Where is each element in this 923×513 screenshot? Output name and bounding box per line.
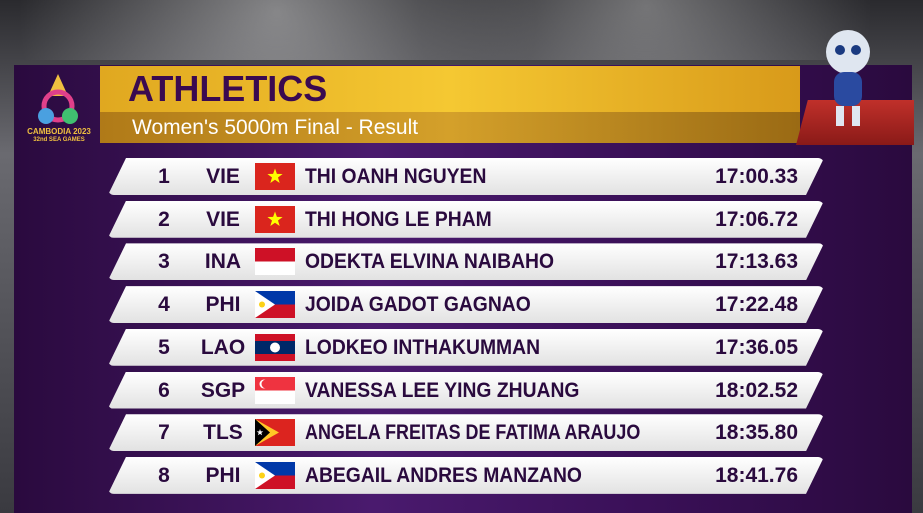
result-row: 8 PHI ABEGAIL ANDRES MANZANO 18:41.76 [108,457,824,494]
country-code: PHI [205,463,241,487]
stadium-lights [0,0,923,60]
rank: 6 [158,378,170,402]
athlete-name: ANGELA FREITAS DE FATIMA ARAUJO [305,421,641,445]
logo-line: CAMBODIA 2023 [27,127,91,136]
flag [255,462,295,489]
rank: 3 [158,250,170,274]
result-row: 5 LAO LODKEO INTHAKUMMAN 17:36.05 [108,329,824,366]
subtitle-bar [100,112,800,143]
result-row: 4 PHI JOIDA GADOT GAGNAO 17:22.48 [108,286,824,323]
athlete-name: VANESSA LEE YING ZHUANG [305,378,580,402]
flag [255,334,295,361]
athlete-name: ABEGAIL ANDRES MANZANO [305,463,582,487]
result-row: 1 VIE THI OANH NGUYEN 17:00.33 [108,158,824,195]
result-row: 3 INA ODEKTA ELVINA NAIBAHO 17:13.63 [108,243,824,280]
flag [255,377,295,404]
result-time: 17:13.63 [715,250,798,274]
rank: 5 [158,335,170,359]
rank: 2 [158,207,170,231]
country-code: VIE [206,165,240,188]
country-code: PHI [205,293,241,317]
rank: 8 [158,463,170,487]
flag [255,419,295,446]
subtitle: Women's 5000m Final - Result [132,116,419,139]
country-code: LAO [200,335,246,359]
country-code: TLS [203,421,243,445]
result-time: 18:41.76 [715,463,798,487]
logo-line: 32nd SEA GAMES [33,137,85,143]
result-time: 17:06.72 [715,207,798,231]
result-time: 17:00.33 [715,165,798,188]
logo-text: CAMBODIA 2023 32nd SEA GAMES [18,127,100,145]
rank: 7 [158,421,170,445]
rank: 4 [158,293,170,317]
athlete-name: LODKEO INTHAKUMMAN [305,335,541,359]
country-code: SGP [200,378,246,402]
athlete-name: THI OANH NGUYEN [305,165,487,188]
mascot [826,30,870,126]
result-time: 18:02.52 [715,378,798,402]
flag [255,206,295,233]
athlete-name: THI HONG LE PHAM [305,207,492,231]
rank: 1 [158,165,170,188]
country-code: INA [204,250,242,274]
title-bar [100,66,800,112]
flag [255,248,295,275]
result-row: 7 TLS ANGELA FREITAS DE FATIMA ARAUJO 18:35… [108,414,824,451]
flag [255,163,295,190]
athlete-name: JOIDA GADOT GAGNAO [305,293,531,317]
flag [255,291,295,318]
result-row: 6 SGP VANESSA LEE YING ZHUANG 18:02.52 [108,372,824,409]
result-row: 2 VIE THI HONG LE PHAM 17:06.72 [108,201,824,238]
athlete-name: ODEKTA ELVINA NAIBAHO [305,250,555,274]
result-time: 17:22.48 [715,293,798,317]
result-time: 17:36.05 [715,335,798,359]
result-time: 18:35.80 [715,421,798,445]
logo [38,74,78,124]
country-code: VIE [206,207,240,231]
title: ATHLETICS [128,68,328,109]
